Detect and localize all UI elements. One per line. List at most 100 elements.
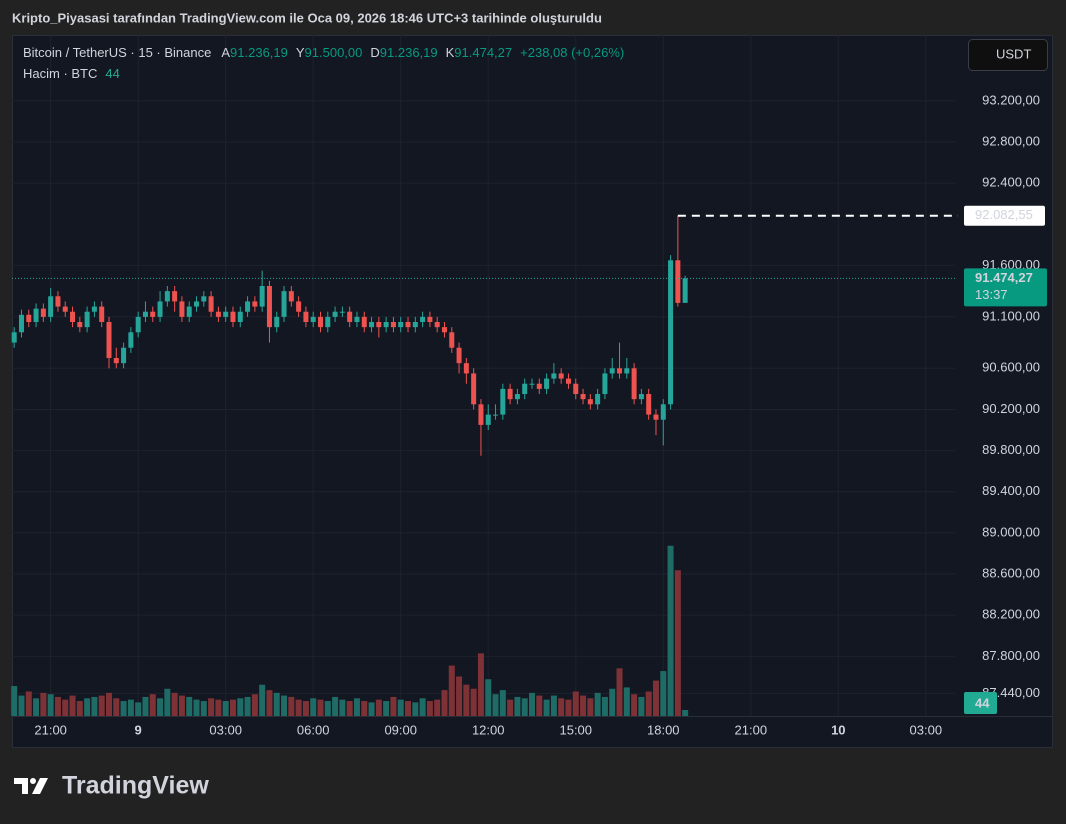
volume-bar bbox=[222, 701, 229, 716]
candle-body bbox=[580, 394, 586, 400]
candle-body bbox=[420, 316, 426, 323]
candle-body bbox=[172, 291, 178, 302]
candle-body bbox=[587, 399, 593, 405]
candle-body bbox=[259, 286, 265, 307]
volume-bar bbox=[368, 702, 375, 716]
candle-body bbox=[26, 314, 32, 323]
volume-bar bbox=[572, 691, 579, 716]
volume-bar bbox=[84, 698, 91, 716]
volume-bar bbox=[11, 686, 18, 716]
candle-body bbox=[646, 394, 652, 415]
candle-body bbox=[288, 291, 294, 302]
volume-bar bbox=[558, 698, 565, 716]
candle-body bbox=[565, 378, 571, 384]
candle-body bbox=[274, 316, 280, 328]
candle-body bbox=[135, 316, 141, 333]
volume-bar bbox=[266, 690, 273, 716]
y-tick-label: 88.200,00 bbox=[982, 607, 1040, 622]
candle-body bbox=[252, 301, 258, 307]
candle-body bbox=[310, 316, 316, 323]
x-tick-label: 09:00 bbox=[384, 722, 417, 737]
volume-bar bbox=[69, 695, 76, 716]
x-tick-label: 03:00 bbox=[209, 722, 242, 737]
candle-body bbox=[325, 316, 331, 328]
volume-bar bbox=[580, 695, 587, 716]
candle-body bbox=[245, 301, 251, 312]
candle-body bbox=[40, 308, 46, 317]
currency-button[interactable] bbox=[968, 39, 1048, 71]
volume-bar bbox=[660, 671, 667, 716]
volume-bar bbox=[120, 701, 127, 716]
volume-bar bbox=[361, 701, 368, 716]
candle-body bbox=[91, 306, 97, 312]
candle-body bbox=[179, 301, 185, 317]
legend-value: 91.236,19 bbox=[380, 45, 438, 60]
candle-body bbox=[558, 373, 564, 379]
candle-body bbox=[544, 378, 550, 389]
ohlc-legend: Bitcoin / TetherUS · 15 · Binance A91.236… bbox=[23, 45, 624, 60]
volume-bar bbox=[601, 696, 608, 716]
x-tick-label: 06:00 bbox=[297, 722, 330, 737]
volume-bar bbox=[62, 699, 69, 716]
volume-bar bbox=[105, 692, 112, 716]
candle-body bbox=[332, 311, 338, 317]
volume-bar bbox=[229, 699, 236, 716]
candle-body bbox=[398, 322, 404, 328]
volume-bar bbox=[310, 698, 317, 716]
candle-body bbox=[106, 322, 112, 359]
legend-key: Y bbox=[296, 45, 305, 60]
volume-bar bbox=[456, 676, 463, 716]
title: Kripto_Piyasasi tarafından TradingView.c… bbox=[12, 10, 602, 25]
volume-bar bbox=[667, 545, 674, 716]
volume-bar bbox=[594, 692, 601, 716]
countdown-label: 13:37 bbox=[975, 287, 1008, 302]
legend-value: 91.500,00 bbox=[305, 45, 363, 60]
candle-body bbox=[609, 368, 615, 374]
high-marker-label: 92.082,55 bbox=[975, 207, 1033, 222]
y-tick-label: 87.800,00 bbox=[982, 648, 1040, 663]
candle-body bbox=[11, 332, 17, 343]
candle-body bbox=[208, 296, 214, 312]
candle-body bbox=[471, 373, 477, 405]
candle-body bbox=[638, 394, 644, 400]
volume-bar bbox=[40, 692, 47, 716]
candle-body bbox=[660, 404, 666, 420]
candle-body bbox=[617, 368, 623, 374]
candle-body bbox=[463, 363, 469, 374]
plot bbox=[11, 215, 689, 716]
candle-body bbox=[456, 347, 462, 364]
volume-bar bbox=[332, 696, 339, 716]
candle-body bbox=[77, 322, 83, 328]
volume-bar bbox=[353, 698, 360, 716]
candle-body bbox=[347, 311, 353, 323]
volume-label-box bbox=[964, 692, 997, 714]
volume-bar bbox=[339, 699, 346, 716]
legend-value: 91.474,27 bbox=[454, 45, 512, 60]
candle-body bbox=[624, 368, 630, 374]
candle-body bbox=[500, 388, 506, 415]
candle-body bbox=[281, 291, 287, 317]
y-tick-label: 93.200,00 bbox=[982, 92, 1040, 107]
y-tick-label: 89.000,00 bbox=[982, 524, 1040, 539]
logo-dot bbox=[30, 778, 36, 784]
volume-bar bbox=[237, 698, 244, 716]
volume-bar bbox=[186, 696, 193, 716]
volume-bar bbox=[375, 699, 382, 716]
logo-icon bbox=[14, 778, 48, 794]
candle-body bbox=[595, 394, 601, 405]
volume-bar bbox=[492, 694, 499, 716]
volume-bar bbox=[288, 696, 295, 716]
volume-bar bbox=[200, 701, 207, 716]
legend-value: 91.236,19 bbox=[230, 45, 288, 60]
volume-bar bbox=[550, 695, 557, 716]
volume-bar bbox=[565, 699, 572, 716]
legend-key: A bbox=[221, 45, 230, 60]
currency-label[interactable]: USDT bbox=[996, 46, 1031, 61]
candle-body bbox=[186, 306, 192, 317]
x-tick-label: 15:00 bbox=[559, 722, 592, 737]
candle-body bbox=[522, 383, 528, 395]
candle-body bbox=[223, 311, 229, 317]
candle-body bbox=[339, 311, 345, 313]
volume-bar bbox=[302, 701, 309, 716]
candle-body bbox=[201, 296, 207, 302]
